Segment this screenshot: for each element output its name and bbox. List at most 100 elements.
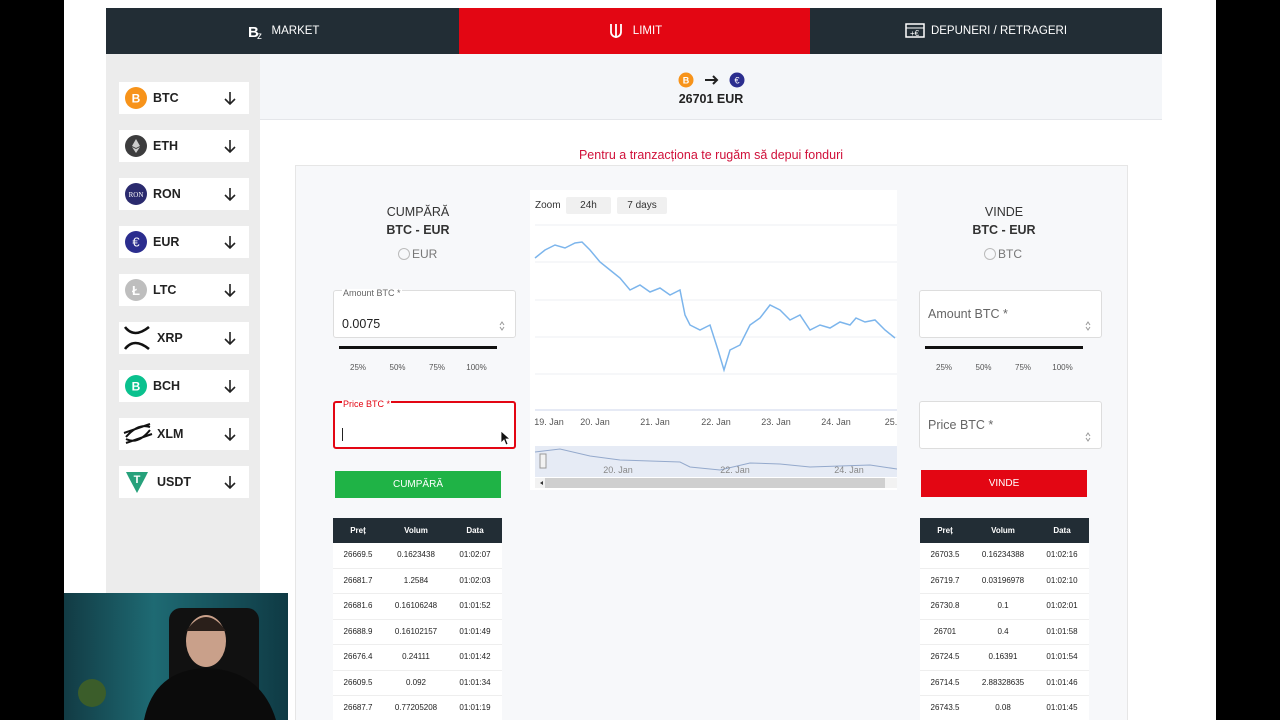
percent-option[interactable]: 75% <box>428 363 446 372</box>
table-cell: 01:01:46 <box>1046 677 1078 687</box>
slider-track <box>339 346 497 349</box>
coin-arrow <box>223 187 237 207</box>
nav-icon-graphic <box>609 24 622 38</box>
coin-item[interactable]: XRP <box>119 322 249 354</box>
nav-tab[interactable]: LIMIT <box>459 8 810 54</box>
svg-text:RON: RON <box>129 191 144 199</box>
table-row <box>920 620 1089 645</box>
amount-field[interactable]: Amount BTC * <box>919 290 1102 338</box>
spinner-graphic <box>1085 432 1091 442</box>
coin-icon: Ł <box>125 279 147 306</box>
svg-text:B: B <box>132 92 141 106</box>
table-header-cell: Preț <box>937 526 953 535</box>
pair: BTC - EUR <box>972 223 1036 237</box>
nav-tab[interactable]: +€ DEPUNERI / RETRAGERI <box>810 8 1162 54</box>
currency-label: BTC <box>998 247 1022 261</box>
coin-arrow-graphic <box>224 284 236 298</box>
coin-symbol: XRP <box>157 331 183 345</box>
table-cell: 1.2584 <box>403 575 429 585</box>
currency-option[interactable]: EUR <box>398 247 437 261</box>
table-row <box>333 645 502 671</box>
column-title: CUMPĂRĂ <box>386 205 450 219</box>
left-bezel <box>0 0 64 720</box>
nav-tab-label: LIMIT <box>632 25 663 37</box>
text-cursor <box>342 428 343 441</box>
coin-icon-graphic <box>123 325 150 351</box>
submit-button[interactable]: VINDE <box>921 470 1087 497</box>
mouse-cursor <box>500 430 512 451</box>
table-header <box>333 518 502 543</box>
coin-item[interactable]: € EUR <box>119 226 249 258</box>
zoom-button[interactable]: 7 days <box>617 197 667 214</box>
percent-option[interactable]: 25% <box>349 363 367 372</box>
coin-item[interactable]: XLM <box>119 418 249 450</box>
table-cell: 01:02:16 <box>1046 550 1078 559</box>
x-axis-label: 20. Jan <box>580 417 610 427</box>
coin-symbol: BCH <box>153 379 181 393</box>
radio <box>984 248 996 260</box>
coin-icon: € <box>125 231 147 258</box>
table-cell: 01:01:52 <box>459 601 491 610</box>
percent-option[interactable]: 75% <box>1014 363 1032 372</box>
table-cell: 26703.5 <box>930 550 960 559</box>
percent-option[interactable]: 25% <box>935 363 953 372</box>
order-table: Preț Volum Data 26669.5 0.1623438 01:02:07 266… <box>333 518 502 720</box>
coin-item[interactable]: ETH <box>119 130 249 162</box>
table-cell: 26714.5 <box>930 677 960 687</box>
table-cell: 01:01:54 <box>1046 652 1078 661</box>
table-cell: 0.16391 <box>988 652 1018 661</box>
x-axis-label: 24. Jan <box>821 417 851 427</box>
coin-item[interactable]: B BTC <box>119 82 249 114</box>
coin-icon-graphic <box>123 423 153 444</box>
table-cell: 0.1 <box>997 601 1009 610</box>
navigator-label: 22. Jan <box>720 465 750 475</box>
x-axis-label: 22. Jan <box>701 417 731 427</box>
deposit-notice: Pentru a tranzacționa te rugăm să depui … <box>578 148 844 162</box>
coin-item[interactable]: Ł LTC <box>119 274 249 306</box>
zoom-button[interactable]: 24h <box>566 197 611 214</box>
percent-option[interactable]: 100% <box>1052 363 1073 372</box>
spinner-graphic <box>499 321 505 331</box>
coin-icon-graphic: T <box>126 472 148 493</box>
coin-symbol: USDT <box>157 475 192 489</box>
coin-item[interactable]: T USDT <box>119 466 249 498</box>
table-cell: 26681.6 <box>343 601 373 610</box>
mouse-cursor-graphic <box>500 430 512 446</box>
price-field[interactable]: Price BTC * <box>333 400 516 451</box>
zoom-label: Zoom <box>535 200 561 211</box>
coin-item[interactable]: RON RON <box>119 178 249 210</box>
table-cell: 01:02:01 <box>1046 601 1078 610</box>
price-field[interactable]: Price BTC * <box>919 401 1102 449</box>
percent-option[interactable]: 50% <box>975 363 992 372</box>
table-cell: 0.08 <box>995 703 1011 712</box>
table-row <box>920 645 1089 671</box>
coin-icon <box>125 135 147 162</box>
coin-arrow <box>223 379 237 399</box>
coin-arrow <box>223 283 237 303</box>
conversion-icons: B € <box>678 72 745 88</box>
price-placeholder: Price BTC * <box>928 418 994 432</box>
svg-text:+€: +€ <box>910 29 920 38</box>
submit-button[interactable]: CUMPĂRĂ <box>335 471 501 498</box>
percent-option[interactable]: 100% <box>466 363 487 372</box>
coin-icon <box>123 421 153 454</box>
currency-option[interactable]: BTC <box>984 247 1022 261</box>
percent-option[interactable]: 50% <box>389 363 406 372</box>
navigator-label: 24. Jan <box>834 465 864 475</box>
price-chart: Zoom 24h 7 days 19. Jan 20. Jan 21. Jan 22. J… <box>530 190 897 490</box>
svg-text:Ł: Ł <box>132 283 140 298</box>
amount-field[interactable]: Amount BTC * 0.0075 <box>333 289 516 338</box>
coin-arrow <box>223 427 237 447</box>
coin-item[interactable]: B BCH <box>119 370 249 402</box>
coin-arrow-graphic <box>224 140 236 154</box>
right-bezel <box>1216 0 1280 720</box>
pair: BTC - EUR <box>386 223 450 237</box>
svg-text:B: B <box>132 380 141 394</box>
table-header-cell: Volum <box>991 526 1015 535</box>
coin-icon-graphic: B <box>125 375 147 397</box>
table-cell: 26743.5 <box>930 703 960 712</box>
table-header-cell: Data <box>1053 526 1071 535</box>
table-row <box>333 594 502 620</box>
x-axis-label: 25. <box>884 417 898 427</box>
